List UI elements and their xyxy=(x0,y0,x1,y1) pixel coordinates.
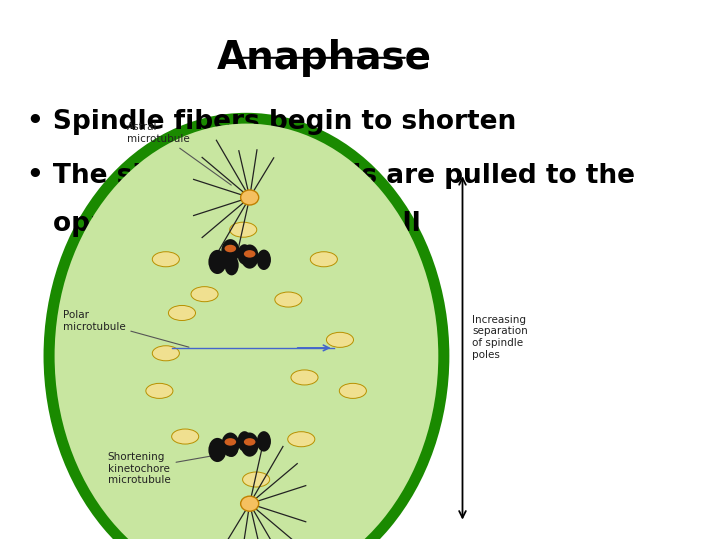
Ellipse shape xyxy=(55,124,438,540)
Text: • Spindle fibers begin to shorten: • Spindle fibers begin to shorten xyxy=(27,109,516,135)
Ellipse shape xyxy=(326,332,354,347)
Ellipse shape xyxy=(208,250,227,274)
Ellipse shape xyxy=(240,433,258,457)
Ellipse shape xyxy=(168,306,196,321)
Ellipse shape xyxy=(153,346,179,361)
Text: Increasing
separation
of spindle
poles: Increasing separation of spindle poles xyxy=(472,315,528,360)
Ellipse shape xyxy=(171,429,199,444)
Ellipse shape xyxy=(225,436,239,457)
Ellipse shape xyxy=(310,252,338,267)
Ellipse shape xyxy=(238,431,251,451)
Ellipse shape xyxy=(243,472,270,487)
Ellipse shape xyxy=(244,250,256,258)
Text: opposite ends of the cell: opposite ends of the cell xyxy=(53,211,420,237)
Ellipse shape xyxy=(275,292,302,307)
Ellipse shape xyxy=(153,252,179,267)
Ellipse shape xyxy=(146,383,173,399)
Text: Astral
microtubule: Astral microtubule xyxy=(127,122,231,185)
Ellipse shape xyxy=(291,370,318,385)
Ellipse shape xyxy=(240,245,258,269)
Ellipse shape xyxy=(339,383,366,399)
Ellipse shape xyxy=(225,438,236,446)
Ellipse shape xyxy=(225,245,236,252)
Text: Polar
microtubule: Polar microtubule xyxy=(63,310,189,347)
Ellipse shape xyxy=(221,433,239,457)
Ellipse shape xyxy=(240,496,258,511)
Ellipse shape xyxy=(230,222,257,237)
Ellipse shape xyxy=(238,244,251,265)
Text: Anaphase: Anaphase xyxy=(216,39,431,77)
Text: Shortening
kinetochore
microtubule: Shortening kinetochore microtubule xyxy=(108,452,228,485)
Ellipse shape xyxy=(191,287,218,302)
Ellipse shape xyxy=(240,190,258,205)
Ellipse shape xyxy=(257,431,271,451)
Ellipse shape xyxy=(225,255,239,275)
Ellipse shape xyxy=(288,431,315,447)
Ellipse shape xyxy=(208,438,227,462)
Ellipse shape xyxy=(45,114,448,540)
Ellipse shape xyxy=(244,438,256,446)
Ellipse shape xyxy=(221,239,239,264)
Text: • The sister chromatids are pulled to the: • The sister chromatids are pulled to th… xyxy=(27,163,635,188)
Ellipse shape xyxy=(257,249,271,270)
